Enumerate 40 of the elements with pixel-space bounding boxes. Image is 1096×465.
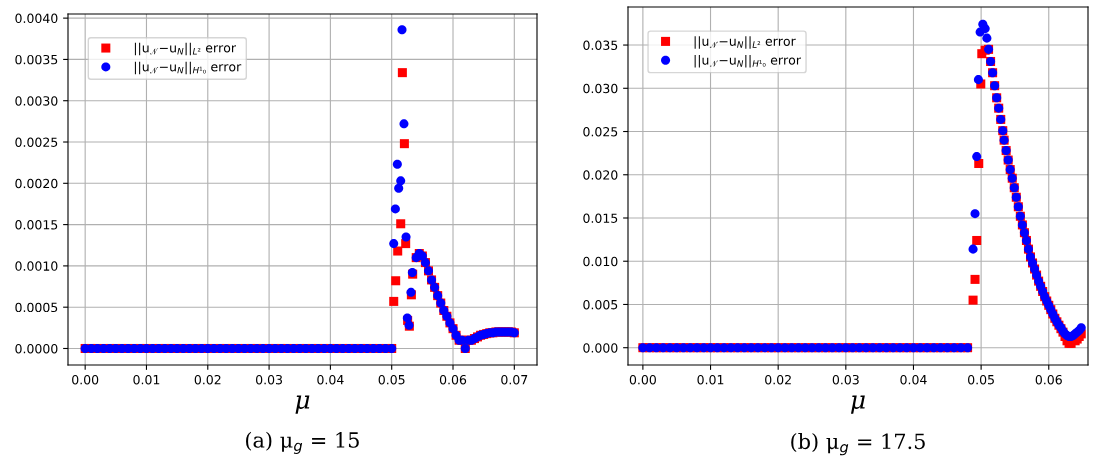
y-tick-label: 0.010 — [583, 256, 618, 267]
y-tick-label: 0.0010 — [15, 261, 58, 271]
x-tick-label: 0.03 — [256, 374, 282, 385]
x-axis-title: μ — [850, 395, 865, 414]
y-tick-label: 0.0040 — [15, 13, 58, 24]
x-tick-label: 0.07 — [501, 374, 528, 385]
x-tick-label: 0.00 — [629, 374, 656, 385]
y-tick-label: 0.0030 — [15, 96, 58, 106]
y-tick-label: 0.0020 — [15, 178, 58, 189]
x-tick-label: 0.05 — [968, 374, 994, 385]
x-tick-label: 0.05 — [378, 374, 405, 385]
x-tick-label: 0.01 — [133, 374, 160, 385]
y-tick-label: 0.0005 — [15, 302, 58, 313]
x-tick-label: 0.02 — [765, 374, 791, 385]
y-tick-label: 0.0025 — [15, 137, 58, 147]
legend-label: ||u$_{𝒩}$−u$_{N}$||$_{L²}$ error — [694, 36, 796, 49]
x-tick-label: 0.00 — [72, 374, 99, 385]
y-tick-label: 0.025 — [583, 126, 618, 137]
y-tick-label: 0.015 — [583, 213, 618, 223]
x-tick-label: 0.06 — [1035, 374, 1062, 385]
legend-label: ||u$_{𝒩}$−u$_{N}$||$_{H¹₀}$ error — [694, 55, 801, 68]
legend-label: ||u$_{𝒩}$−u$_{N}$||$_{H¹₀}$ error — [134, 61, 242, 75]
legend-label: ||u$_{𝒩}$−u$_{N}$||$_{L²}$ error — [134, 42, 237, 56]
x-tick-label: 0.02 — [194, 374, 221, 385]
x-tick-label: 0.03 — [832, 374, 859, 385]
x-tick-label: 0.04 — [317, 374, 344, 385]
text: (b) μ$_{g}$ = 17.5 — [791, 433, 925, 456]
y-tick-label: 0.020 — [583, 170, 618, 180]
y-tick-label: 0.000 — [583, 343, 618, 353]
x-tick-label: 0.01 — [697, 374, 724, 385]
y-tick-label: 0.0015 — [15, 220, 58, 230]
x-tick-label: 0.06 — [439, 374, 467, 385]
y-tick-label: 0.0000 — [15, 343, 58, 354]
x-axis-title: μ — [295, 395, 310, 414]
y-tick-label: 0.030 — [583, 83, 618, 94]
y-tick-label: 0.005 — [583, 299, 618, 310]
text: (a) μ$_{g}$ = 15 — [246, 431, 359, 454]
y-tick-label: 0.035 — [583, 40, 618, 50]
y-tick-label: 0.0035 — [15, 54, 58, 65]
x-tick-label: 0.04 — [900, 374, 927, 385]
